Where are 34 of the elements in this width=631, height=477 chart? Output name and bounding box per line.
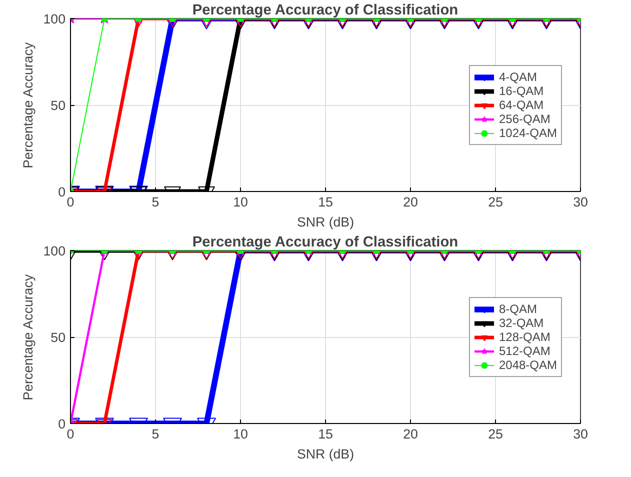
y-tick-label: 50: [50, 98, 66, 113]
x-tick-label: 30: [573, 194, 588, 210]
y-tick-label: 100: [43, 244, 66, 258]
chart-title: Percentage Accuracy of Classification: [192, 2, 458, 18]
legend-label: 1024-QAM: [498, 126, 557, 140]
y-axis-title: Percentage Accuracy: [20, 42, 36, 168]
x-tick-label: 20: [403, 426, 418, 442]
x-tick-label: 25: [488, 194, 503, 210]
legend-label: 256-QAM: [498, 112, 550, 126]
legend-label: 16-QAM: [498, 84, 544, 98]
legend-label: 512-QAM: [498, 344, 550, 358]
x-tick-label: 10: [233, 194, 248, 210]
x-tick-label: 25: [488, 426, 503, 442]
x-tick-label: 5: [152, 194, 160, 210]
x-tick-label: 5: [152, 426, 160, 442]
legend-label: 4-QAM: [498, 70, 537, 84]
legend-label: 32-QAM: [498, 316, 544, 330]
x-tick-label: 20: [403, 194, 418, 210]
x-tick-label: 30: [573, 426, 588, 442]
y-tick-label: 0: [58, 184, 66, 200]
legend-label: 2048-QAM: [498, 358, 557, 372]
legend-label: 8-QAM: [498, 302, 537, 316]
x-tick-label: 15: [318, 426, 333, 442]
x-tick-label: 15: [318, 194, 333, 210]
y-tick-label: 0: [58, 416, 66, 432]
legend-label: 64-QAM: [498, 98, 544, 112]
x-axis-title: SNR (dB): [296, 446, 354, 462]
x-tick-label: 10: [233, 426, 248, 442]
legend-label: 128-QAM: [498, 330, 550, 344]
y-axis-title: Percentage Accuracy: [20, 274, 36, 400]
y-tick-label: 100: [43, 12, 66, 26]
y-tick-label: 50: [50, 330, 66, 345]
chart-title: Percentage Accuracy of Classification: [192, 234, 458, 250]
x-axis-title: SNR (dB): [296, 214, 354, 230]
